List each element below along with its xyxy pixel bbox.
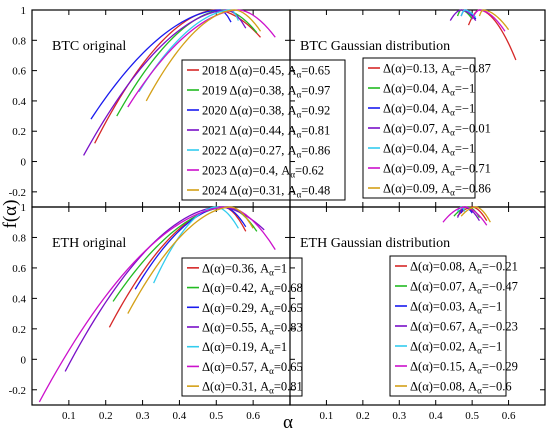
series-line-2021 (449, 9, 477, 22)
x-tick-label: 0.2 (99, 410, 113, 422)
legend-entry: 2020 Δ(α)=0.38, Aα=0.92 (202, 104, 330, 120)
legend-entry: Δ(α)=0.04, Aα=−1 (383, 82, 475, 98)
legend: Δ(α)=0.08, Aα=−0.21 Δ(α)=0.07, Aα=−0.47 Δ(… (389, 255, 518, 397)
x-tick-label: 0.6 (502, 410, 516, 422)
x-tick-label: 0.3 (392, 410, 406, 422)
series-line-2023 (442, 206, 488, 226)
legend-entry: Δ(α)=0.55, Aα=0.83 (202, 321, 303, 337)
y-tick-label: 0 (21, 157, 27, 169)
legend-entry: Δ(α)=0.29, Aα=0.65 (202, 301, 303, 317)
series-line-2024 (145, 9, 262, 102)
x-tick-label: 0.1 (320, 410, 334, 422)
legend-entry: 2019 Δ(α)=0.38, Aα=0.97 (202, 84, 330, 100)
legend: 2018 Δ(α)=0.45, Aα=0.65 2019 Δ(α)=0.38, A… (181, 59, 346, 201)
x-tick-label: 0.4 (173, 410, 187, 422)
legend-entry: Δ(α)=0.19, Aα=1 (202, 340, 287, 356)
legend-entry: Δ(α)=0.04, Aα=−1 (383, 142, 475, 158)
legend-entry: Δ(α)=0.08, Aα=−0.21 (410, 260, 518, 276)
legend-box (181, 257, 303, 397)
legend-entry: Δ(α)=0.36, Aα=1 (202, 261, 287, 277)
series-line-2023 (127, 9, 276, 108)
x-tick-label: 0.1 (62, 410, 76, 422)
legend-box (389, 255, 507, 397)
legend-entry: Δ(α)=0.13, Aα=−0.87 (383, 62, 491, 78)
legend-entry: 2024 Δ(α)=0.31, Aα=0.48 (202, 184, 330, 200)
panel-title: ETH Gaussian distribution (300, 236, 450, 251)
legend-entry: Δ(α)=0.57, Aα=0.65 (202, 360, 303, 376)
y-tick-label: 0.4 (12, 293, 26, 305)
x-tick-label: 0.6 (246, 410, 260, 422)
legend-entry: Δ(α)=0.09, Aα=−0.71 (383, 162, 491, 178)
series-line-2022 (460, 9, 477, 18)
x-axis-title: α (283, 412, 293, 433)
legend-box (181, 59, 346, 201)
y-tick-label: 1 (21, 5, 27, 17)
y-axis-title: f(α) (0, 200, 21, 229)
legend-entry: Δ(α)=0.15, Aα=−0.29 (410, 360, 518, 376)
legend-entry: Δ(α)=0.31, Aα=0.81 (202, 380, 303, 396)
panel-4: 0.1 0.2 0.3 0.4 0.5 0.6 ETH Gaussian distribut… (289, 206, 546, 422)
x-tick-label: 0.2 (356, 410, 370, 422)
panel-title: BTC Gaussian distribution (300, 39, 450, 54)
legend-entry: 2023 Δ(α)=0.4, Aα=0.62 (202, 164, 324, 180)
legend: Δ(α)=0.36, Aα=1 Δ(α)=0.42, Aα=0.68 Δ(α)=0.… (181, 257, 303, 397)
y-tick-label: 0.6 (12, 66, 26, 78)
x-tick-label: 0.5 (465, 410, 479, 422)
legend-box (362, 57, 476, 199)
y-tick-label: -0.2 (9, 385, 26, 397)
panel-title: ETH original (52, 236, 126, 251)
y-tick-label: 0.2 (12, 324, 26, 336)
x-tick-label: 0.4 (429, 410, 443, 422)
legend-entry: 2022 Δ(α)=0.27, Aα=0.86 (202, 144, 330, 160)
y-tick-label: 0 (21, 354, 27, 366)
legend-entry: Δ(α)=0.42, Aα=0.68 (202, 281, 303, 297)
x-tick-label: 0.5 (209, 410, 223, 422)
legend-entry: Δ(α)=0.02, Aα=−1 (410, 340, 502, 356)
legend-entry: Δ(α)=0.08, Aα=−0.6 (410, 380, 512, 396)
y-tick-label: 0.8 (12, 232, 26, 244)
legend-entry: Δ(α)=0.07, Aα=−0.01 (383, 122, 491, 138)
legend-entry: Δ(α)=0.07, Aα=−0.47 (410, 280, 518, 296)
y-tick-label: 0.6 (12, 263, 26, 275)
panel-1: -0.2 0 0.2 0.4 0.6 0.8 1 BTC original 2018 Δ(α)=… (9, 5, 346, 208)
series-line-2023 (471, 9, 506, 32)
legend-entry: Δ(α)=0.03, Aα=−1 (410, 300, 502, 316)
legend-entry: Δ(α)=0.09, Aα=−0.86 (383, 182, 491, 198)
series-line-2020 (90, 9, 232, 120)
y-tick-label: 0.4 (12, 96, 26, 108)
legend-entry: 2018 Δ(α)=0.45, Aα=0.65 (202, 64, 330, 80)
legend-entry: Δ(α)=0.67, Aα=−0.23 (410, 320, 518, 336)
x-tick-label: 0.3 (136, 410, 150, 422)
panel-3: -0.2 0 0.2 0.4 0.6 0.8 1 0.1 0.2 0.3 0.4 0.5 0.6 ETH … (9, 202, 303, 422)
y-tick-label: -0.2 (9, 187, 26, 199)
series-line-2024 (478, 9, 510, 31)
panel-title: BTC original (52, 39, 126, 54)
series-line-2021 (83, 9, 247, 156)
series-line-2024 (127, 206, 254, 314)
series-line-2022 (153, 206, 239, 284)
series-line-2021 (64, 206, 265, 372)
panel-frame (289, 206, 546, 406)
legend-entry: 2021 Δ(α)=0.44, Aα=0.81 (202, 124, 330, 140)
y-tick-label: 0.8 (12, 35, 26, 47)
legend: Δ(α)=0.13, Aα=−0.87 Δ(α)=0.04, Aα=−1 Δ(α)=… (362, 57, 491, 199)
y-tick-label: 0.2 (12, 126, 26, 138)
series-line-2024 (460, 206, 491, 223)
y-tick-label: 1 (21, 202, 27, 214)
legend-entry: Δ(α)=0.04, Aα=−1 (383, 102, 475, 118)
